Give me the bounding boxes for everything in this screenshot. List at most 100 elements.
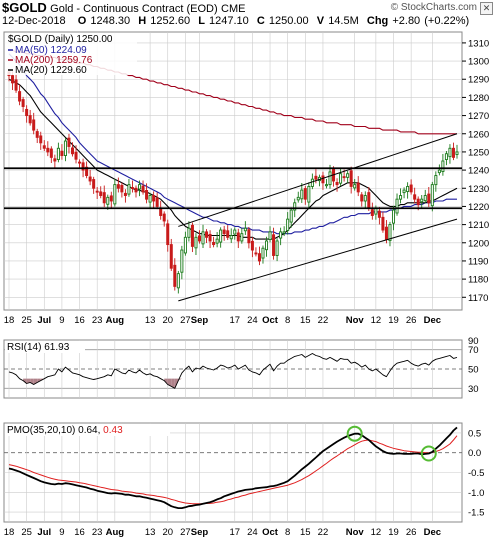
candle-up — [229, 235, 233, 240]
candle-up — [441, 160, 445, 172]
candle-up — [363, 195, 367, 202]
pmo-tick-label: 0.5 — [468, 428, 481, 439]
candle-down — [451, 147, 455, 158]
price-x-tick-label: 8 — [285, 315, 290, 326]
candle-down — [25, 108, 29, 117]
candle-up — [187, 227, 191, 238]
pmo-line — [8, 426, 458, 510]
chart-title-line: $GOLD Gold - Continuous Contract (EOD) C… — [2, 0, 245, 15]
candle-up — [233, 229, 237, 235]
pmo-x-tick-label: 22 — [318, 527, 329, 538]
price-x-tick-label: Dec — [424, 315, 441, 326]
price-x-tick-label: 13 — [145, 315, 156, 326]
rsi-tick-label: 90 — [468, 336, 479, 347]
price-tick-label: 1280 — [468, 93, 489, 104]
pmo-x-tick-label: 12 — [371, 527, 382, 538]
candle-down — [53, 158, 57, 162]
price-x-tick-label: 19 — [388, 315, 399, 326]
candle-down — [303, 188, 307, 200]
candle-up — [399, 195, 403, 200]
candle-up — [113, 184, 117, 205]
candle-down — [367, 192, 371, 209]
price-x-tick-label: Sep — [191, 315, 209, 326]
pmo-x-tick-label: 26 — [406, 527, 417, 538]
candle-down — [67, 137, 71, 147]
pmo-x-tick-label: 8 — [285, 527, 290, 538]
candle-down — [145, 189, 149, 200]
pmo-crossover-circle — [346, 425, 363, 442]
candle-down — [35, 131, 39, 138]
candle-up — [430, 184, 434, 207]
candle-up — [243, 227, 247, 232]
candle-up — [215, 238, 219, 244]
candle-down — [88, 176, 92, 182]
pmo-x-tick-label: 15 — [300, 527, 311, 538]
candle-up — [240, 233, 244, 242]
rsi-oversold-fill — [167, 378, 172, 387]
candle-down — [49, 148, 53, 158]
ma20-line — [8, 78, 458, 240]
pmo-tick-label: -1.5 — [468, 508, 484, 519]
candle-down — [314, 175, 318, 180]
candle-down — [212, 241, 216, 246]
candle-down — [39, 135, 43, 144]
close-value: 1250.00 — [268, 15, 309, 27]
pmo-title: PMO(35,20,10) 0.64, 0.43 — [7, 425, 123, 436]
ma50-line — [8, 53, 457, 235]
price-tick-label: 1270 — [468, 111, 489, 122]
candle-up — [138, 184, 142, 190]
candle-up — [307, 185, 311, 203]
candle-up — [324, 184, 328, 187]
pmo-x-tick-label: 18 — [4, 527, 15, 538]
candle-down — [116, 184, 120, 189]
candle-up — [420, 198, 424, 203]
rsi-oversold-fill — [171, 378, 175, 389]
high-label: H — [138, 15, 147, 27]
candle-down — [42, 145, 46, 149]
candle-up — [353, 184, 357, 189]
price-tick-label: 1200 — [468, 238, 489, 249]
legend-entry: MA(20) 1229.60 — [15, 65, 87, 76]
watermark: © StockCharts.com — [390, 2, 477, 13]
pmo-title-main: PMO(35,20,10) 0.64, — [7, 425, 103, 436]
candle-up — [261, 247, 265, 259]
candle-down — [130, 187, 134, 189]
pmo-x-tick-label: Sep — [191, 527, 209, 538]
pmo-x-tick-label: Dec — [424, 527, 441, 538]
candle-down — [416, 198, 420, 206]
pmo-crossover-circle — [420, 445, 437, 462]
candle-up — [194, 236, 198, 249]
price-x-tick-label: 23 — [92, 315, 103, 326]
candle-up — [310, 178, 314, 187]
candle-up — [219, 229, 223, 243]
candle-down — [134, 187, 138, 193]
high-value: 1252.60 — [150, 15, 191, 27]
pmo-title-bg — [5, 424, 170, 436]
price-tick-label: 1210 — [468, 220, 489, 231]
candle-up — [148, 195, 152, 203]
candle-down — [162, 213, 166, 222]
pmo-x-tick-label: 20 — [162, 527, 173, 538]
price-panel-title: $GOLD (Daily) 1250.00 — [8, 34, 113, 45]
candle-down — [173, 264, 177, 287]
candle-up — [444, 153, 448, 161]
candle-down — [360, 194, 364, 202]
pmo-tick-label: -0.5 — [468, 468, 484, 479]
candle-down — [74, 151, 78, 160]
candle-up — [180, 249, 184, 273]
candle-down — [370, 209, 374, 216]
price-tick-label: 1190 — [468, 256, 488, 267]
close-icon[interactable]: ✕ — [480, 2, 493, 15]
candle-down — [250, 240, 254, 251]
candle-down — [381, 216, 385, 231]
candle-up — [434, 175, 438, 186]
candle-up — [328, 171, 332, 186]
candle-up — [346, 173, 350, 178]
candle-down — [70, 147, 75, 155]
candle-up — [275, 240, 279, 256]
price-x-tick-label: 18 — [4, 315, 15, 326]
price-tick-label: 1170 — [468, 293, 488, 304]
candle-up — [63, 140, 67, 157]
rsi-title: RSI(14) 61.93 — [7, 342, 70, 353]
